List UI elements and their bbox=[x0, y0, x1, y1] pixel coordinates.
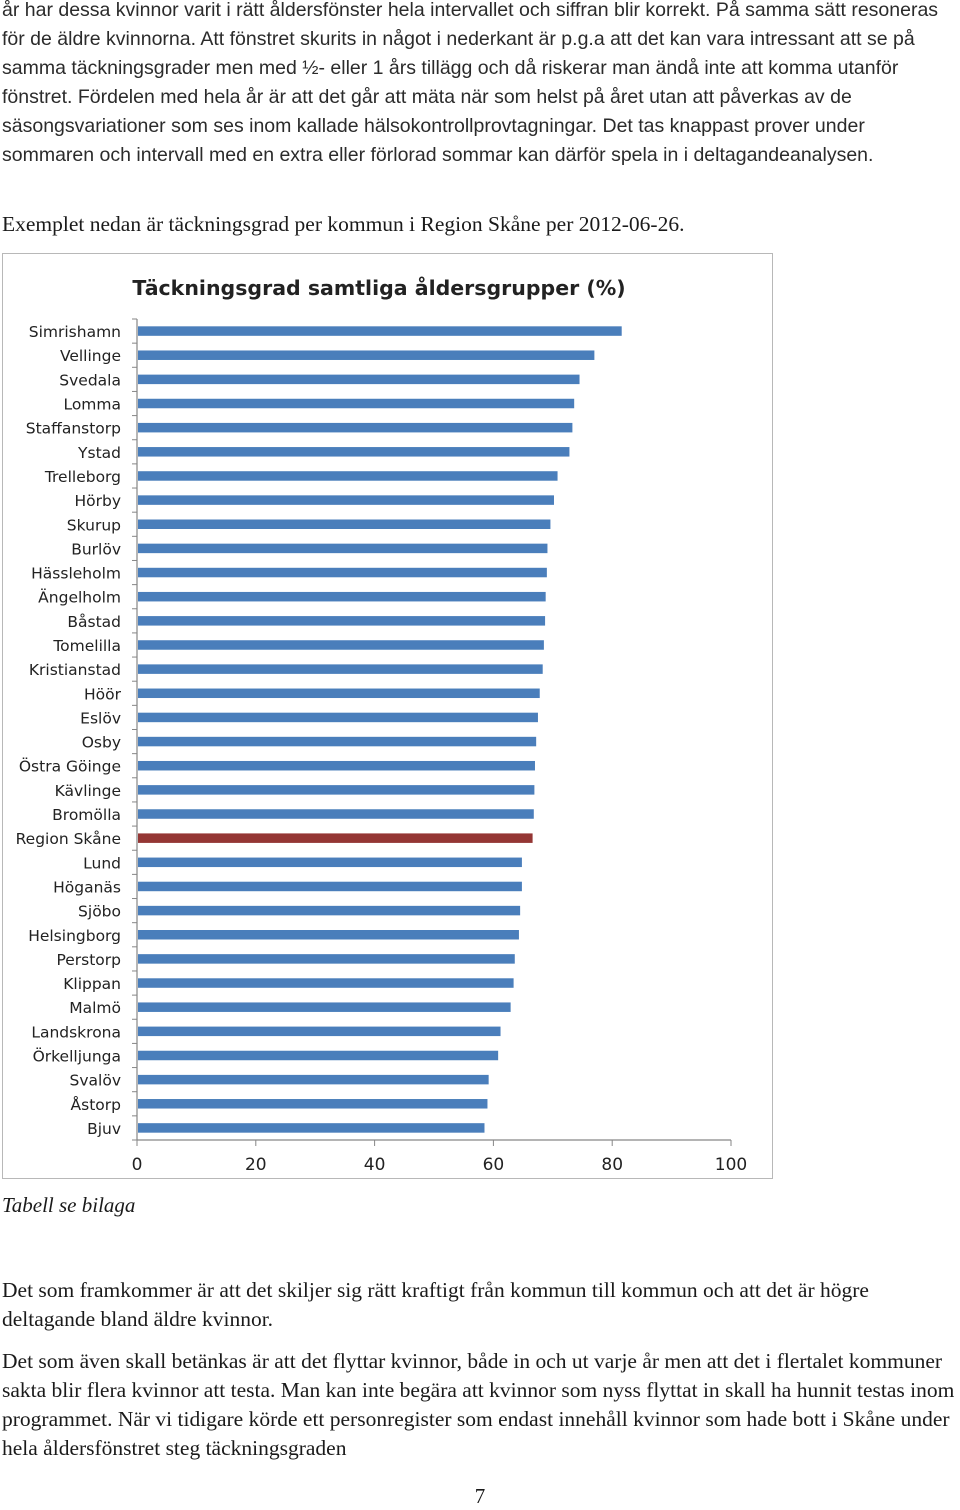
bar bbox=[138, 495, 554, 505]
bar bbox=[138, 640, 544, 650]
bar bbox=[138, 688, 540, 699]
category-label: Höganäs bbox=[53, 878, 121, 896]
bar bbox=[138, 422, 573, 433]
coverage-chart: Täckningsgrad samtliga åldersgrupper (%)… bbox=[2, 253, 773, 1179]
category-label: Burlöv bbox=[71, 540, 121, 558]
bar bbox=[138, 809, 534, 819]
category-label: Lomma bbox=[63, 396, 121, 414]
bar bbox=[138, 374, 580, 385]
category-label: Landskrona bbox=[31, 1023, 121, 1041]
bar bbox=[138, 978, 514, 988]
bar bbox=[138, 664, 543, 674]
bar bbox=[138, 398, 575, 409]
x-tick-label: 80 bbox=[601, 1155, 623, 1175]
bar bbox=[138, 881, 522, 892]
category-label: Region Skåne bbox=[16, 830, 121, 848]
page-number: 7 bbox=[474, 1484, 486, 1508]
category-label: Trelleborg bbox=[44, 468, 121, 486]
category-label: Staffanstorp bbox=[26, 420, 121, 438]
category-label: Tomelilla bbox=[52, 637, 121, 655]
category-label: Östra Göinge bbox=[19, 757, 121, 776]
category-label: Svedala bbox=[59, 371, 121, 389]
category-label: Vellinge bbox=[60, 347, 121, 365]
category-label: Hörby bbox=[74, 492, 121, 510]
bar bbox=[138, 447, 570, 457]
x-tick-label: 60 bbox=[483, 1155, 505, 1175]
category-label: Klippan bbox=[63, 975, 121, 993]
bar bbox=[138, 567, 547, 578]
bar bbox=[138, 1123, 485, 1133]
category-label: Malmö bbox=[69, 999, 121, 1017]
bar bbox=[138, 543, 548, 554]
body-paragraph-1: år har dessa kvinnor varit i rätt ålders… bbox=[2, 0, 939, 166]
category-label: Bromölla bbox=[52, 806, 121, 824]
category-label: Åstorp bbox=[71, 1095, 121, 1114]
category-label: Höör bbox=[84, 685, 122, 703]
bar bbox=[138, 350, 595, 360]
body-paragraph-4: Det som även skall betänkas är att det f… bbox=[2, 1349, 955, 1460]
x-tick-label: 40 bbox=[364, 1155, 386, 1175]
bar bbox=[138, 833, 533, 843]
figure-caption: Tabell se bilaga bbox=[2, 1193, 136, 1217]
x-tick-label: 100 bbox=[715, 1155, 747, 1175]
bar bbox=[138, 1026, 501, 1037]
chart-title: Täckningsgrad samtliga åldersgrupper (%) bbox=[132, 275, 625, 300]
bar bbox=[138, 616, 546, 626]
category-label: Hässleholm bbox=[31, 565, 121, 583]
category-label: Bjuv bbox=[87, 1120, 121, 1138]
category-label: Skurup bbox=[67, 516, 121, 534]
bar bbox=[138, 1050, 499, 1061]
bar bbox=[138, 930, 519, 940]
category-label: Helsingborg bbox=[28, 927, 121, 945]
bar bbox=[138, 591, 546, 602]
body-paragraph-2: Exemplet nedan är täckningsgrad per komm… bbox=[2, 212, 685, 236]
category-label: Lund bbox=[83, 854, 121, 872]
bar bbox=[138, 760, 535, 771]
category-label: Kristianstad bbox=[29, 661, 121, 679]
category-label: Kävlinge bbox=[55, 782, 121, 800]
category-label: Simrishamn bbox=[29, 323, 121, 341]
x-tick-label: 20 bbox=[245, 1155, 267, 1175]
category-label: Ystad bbox=[77, 444, 121, 462]
category-label: Ängelholm bbox=[38, 588, 121, 607]
category-label: Eslöv bbox=[80, 709, 121, 727]
bar bbox=[138, 712, 538, 723]
category-label: Svalöv bbox=[70, 1072, 121, 1090]
bar bbox=[138, 1074, 489, 1085]
category-label: Örkelljunga bbox=[33, 1046, 121, 1065]
category-label: Sjöbo bbox=[78, 903, 121, 921]
x-tick-label: 0 bbox=[132, 1155, 143, 1175]
bar bbox=[138, 326, 622, 336]
category-label: Osby bbox=[82, 734, 121, 752]
bar bbox=[138, 785, 535, 795]
bar bbox=[138, 1099, 488, 1109]
category-label: Perstorp bbox=[56, 951, 121, 969]
bar bbox=[138, 954, 515, 964]
bar bbox=[138, 519, 551, 529]
bar bbox=[138, 471, 558, 481]
bar bbox=[138, 736, 537, 747]
bar bbox=[138, 857, 522, 868]
bar bbox=[138, 905, 521, 916]
category-label: Båstad bbox=[67, 613, 121, 631]
chart-svg: Täckningsgrad samtliga åldersgrupper (%)… bbox=[16, 275, 748, 1175]
body-paragraph-3: Det som framkommer är att det skiljer si… bbox=[2, 1278, 869, 1331]
bar bbox=[138, 1002, 511, 1012]
